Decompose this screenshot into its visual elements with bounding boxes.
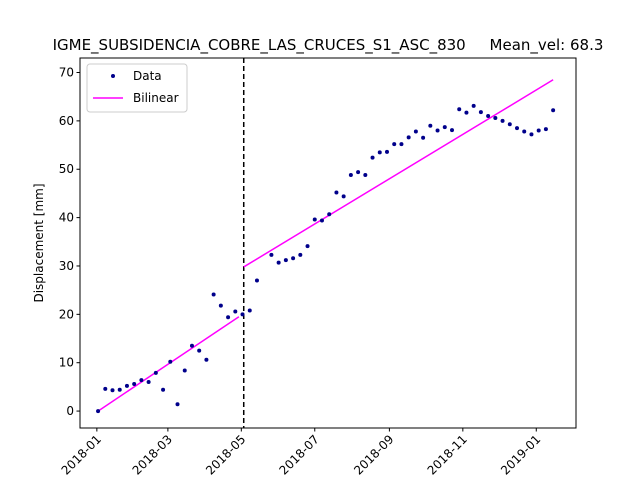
legend-data-marker [111,74,115,78]
data-point [233,309,238,314]
data-point [168,359,173,364]
legend-entry-data: Data [133,69,162,83]
data-point [291,256,296,261]
data-point [522,129,527,134]
data-point [356,170,361,175]
data-point [132,381,137,386]
data-point [269,252,274,257]
data-marks [96,58,556,428]
data-point [392,142,397,147]
y-tick-label: 10 [59,356,74,370]
data-point [312,217,317,222]
data-point [543,127,548,132]
data-point [450,128,454,133]
data-point [384,149,389,154]
data-point [139,378,144,383]
data-point [197,348,202,353]
data-point [551,108,556,113]
data-point [442,125,447,130]
data-point [117,387,122,392]
plot-background [80,58,576,428]
data-point [110,388,115,393]
data-point [211,292,216,297]
data-point [247,308,252,313]
y-tick-label: 70 [59,66,74,80]
chart-title: IGME_SUBSIDENCIA_COBRE_LAS_CRUCES_S1_ASC… [53,36,604,55]
data-point [175,402,180,407]
data-point [435,128,440,133]
data-point [327,212,332,217]
data-point [370,155,375,160]
data-point [486,114,491,119]
data-point [103,386,108,391]
y-tick-label: 30 [59,259,74,273]
data-point [464,110,469,115]
data-point [399,142,404,147]
legend-entry-bilinear: Bilinear [133,91,179,105]
data-point [153,370,158,375]
data-point [515,126,520,131]
y-tick-label: 0 [66,404,74,418]
y-tick-label: 50 [59,162,74,176]
data-point [226,315,231,320]
data-point [283,258,288,263]
data-point [363,173,368,178]
data-point [96,409,101,414]
plot-area [80,58,576,428]
data-point [218,303,223,308]
data-point [124,383,129,388]
axes-frame [79,57,577,429]
legend: Data Bilinear [86,63,188,113]
data-point [341,194,346,199]
bilinear-segment-2 [243,79,554,268]
data-point [276,260,281,265]
data-point [377,150,382,155]
data-point [334,190,339,195]
data-point [161,387,166,392]
data-point [254,278,259,283]
y-tick-label: 40 [59,211,74,225]
data-point [319,218,324,223]
data-point [457,107,462,112]
data-point [478,110,483,115]
data-point [536,128,541,133]
data-point [348,173,353,178]
bilinear-segment-1 [97,316,240,412]
data-point [428,123,433,128]
data-point [146,380,151,385]
y-tick-label: 20 [59,307,74,321]
data-point [298,252,303,257]
data-point [189,343,194,348]
data-point [182,368,187,373]
data-point [204,357,209,362]
data-point [413,129,418,134]
data-point [471,103,476,108]
data-point [406,135,411,140]
y-axis-label: Displacement [mm] [32,183,46,302]
data-point [421,135,426,140]
data-point [500,118,505,123]
data-point [305,244,310,249]
data-point [507,122,512,127]
data-point [529,132,534,137]
y-tick-label: 60 [59,114,74,128]
data-point [493,115,498,120]
data-point [240,312,245,317]
